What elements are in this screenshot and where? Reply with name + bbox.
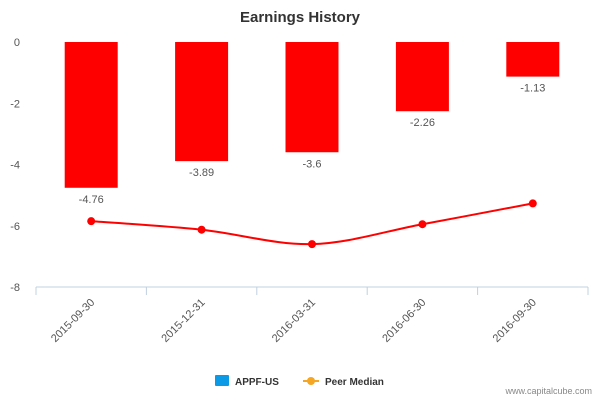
peer-median-point-2016-09-30[interactable]	[528, 199, 537, 208]
legend: APPF-US Peer Median	[215, 375, 384, 388]
bar-appf-2016-03-31[interactable]	[285, 42, 339, 153]
bar-data-label: -2.26	[410, 117, 435, 129]
legend-label-appf[interactable]: APPF-US	[235, 377, 279, 388]
bar-appf-2016-09-30[interactable]	[506, 42, 560, 77]
y-tick-label: -2	[10, 98, 20, 110]
x-axis: 2015-09-30 2015-12-31 2016-03-31 2016-06-30…	[35, 286, 589, 345]
watermark: www.capitalcube.com	[504, 386, 592, 396]
y-tick-label: -8	[10, 282, 20, 294]
bar-data-label: -4.76	[79, 194, 104, 206]
x-tick-label: 2016-06-30	[380, 297, 428, 345]
peer-median-series	[87, 199, 537, 249]
peer-median-point-2015-12-31[interactable]	[197, 225, 206, 234]
bar-appf-2015-12-31[interactable]	[175, 42, 229, 162]
bars-series: -4.76 -3.89 -3.6 -2.26 -1.13	[64, 42, 560, 206]
x-tick-label: 2016-03-31	[270, 297, 318, 345]
peer-median-line	[91, 202, 533, 246]
y-tick-label: 0	[14, 37, 20, 49]
legend-swatch-peer-marker	[307, 377, 315, 385]
y-tick-label: -4	[10, 160, 20, 172]
bar-data-label: -3.6	[303, 158, 322, 170]
bar-appf-2016-06-30[interactable]	[395, 42, 449, 112]
peer-median-point-2015-09-30[interactable]	[87, 217, 96, 226]
bar-appf-2015-09-30[interactable]	[64, 42, 118, 188]
chart-title: Earnings History	[240, 9, 361, 26]
legend-label-peer[interactable]: Peer Median	[325, 377, 384, 388]
y-axis: 0 -2 -4 -6 -8	[10, 37, 20, 294]
peer-median-point-2016-03-31[interactable]	[308, 240, 316, 249]
peer-median-point-2016-06-30[interactable]	[418, 220, 427, 229]
y-tick-label: -6	[10, 221, 20, 233]
bar-data-label: -3.89	[189, 167, 214, 179]
x-tick-label: 2016-09-30	[491, 297, 539, 345]
x-tick-label: 2015-09-30	[49, 297, 97, 345]
x-tick-label: 2015-12-31	[159, 297, 207, 345]
bar-data-label: -1.13	[520, 83, 545, 95]
legend-swatch-appf	[215, 375, 229, 386]
